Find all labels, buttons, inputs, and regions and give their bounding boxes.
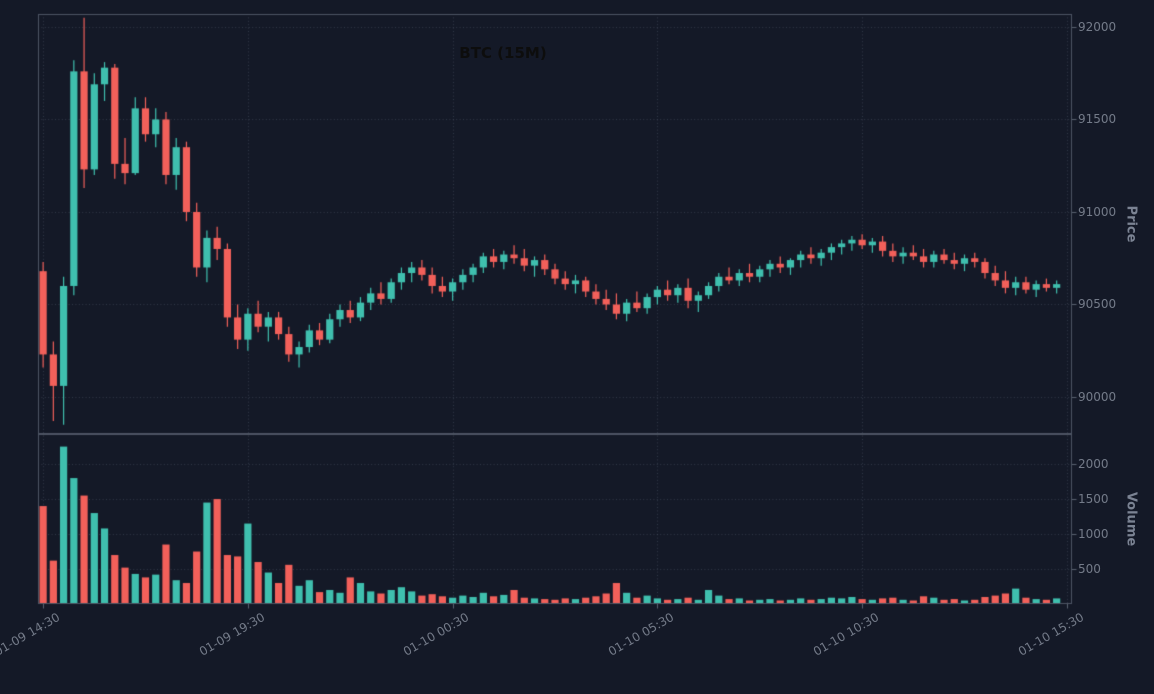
volume-tick-label: 500 [1078, 562, 1101, 577]
price-tick-label: 90000 [1078, 389, 1117, 404]
price-axis-title: Price [1123, 205, 1139, 243]
price-tick-label: 91000 [1078, 204, 1117, 219]
volume-tick-label: 1000 [1078, 527, 1109, 542]
volume-tick-label: 1500 [1078, 492, 1109, 507]
volume-axis-title: Volume [1123, 491, 1139, 547]
price-tick-label: 91500 [1078, 112, 1117, 127]
volume-tick-label: 2000 [1078, 457, 1109, 472]
price-tick-label: 92000 [1078, 19, 1117, 34]
chart-title: BTC (15M) [459, 44, 547, 62]
price-tick-label: 90500 [1078, 297, 1117, 312]
